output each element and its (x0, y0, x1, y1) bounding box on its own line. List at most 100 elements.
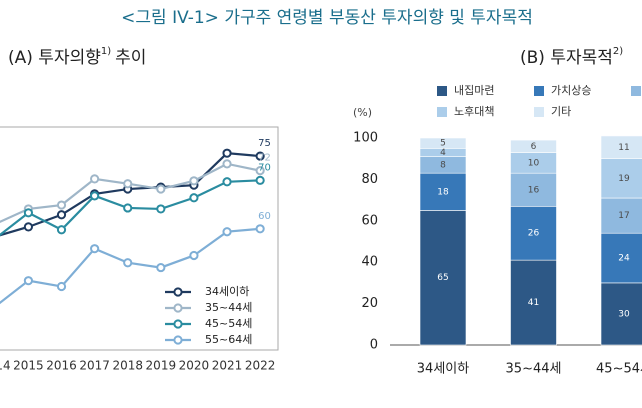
value-label: 6 (531, 142, 537, 152)
value-label: 26 (528, 229, 540, 239)
x-tick-label: 2021 (212, 359, 243, 373)
x-tick-label: 2022 (245, 359, 276, 373)
subtitle-a-suffix: 추이 (115, 48, 146, 68)
value-label: 4 (440, 148, 446, 158)
bar-segment (600, 232, 642, 284)
bar-segment (510, 206, 557, 261)
y-tick-label: 0 (370, 338, 378, 353)
legend-swatch (437, 107, 447, 117)
point (222, 177, 232, 187)
y-tick-label: 60 (361, 213, 378, 228)
bar-segment (600, 135, 642, 159)
legend-label: 55~64세 (205, 333, 252, 346)
point (222, 227, 232, 237)
value-label: 8 (440, 160, 446, 170)
x-tick-label: 2019 (146, 359, 177, 373)
bar-segment (600, 282, 642, 346)
point (23, 276, 34, 286)
value-label: 30 (618, 309, 630, 319)
point (56, 210, 67, 220)
point (123, 179, 133, 189)
value-label: 60 (258, 211, 271, 222)
value-label: 70 (258, 162, 271, 173)
legend-swatch (534, 86, 544, 96)
subtitle-b: (B) 투자목적2) (520, 46, 623, 68)
x-tick-label: 2018 (112, 359, 143, 373)
page-title: <그림 IV-1> 가구주 연령별 부동산 투자의향 및 투자목적 (121, 8, 533, 28)
point (156, 204, 166, 214)
bar-segment (510, 139, 557, 153)
point (156, 262, 166, 273)
legend-swatch (437, 86, 447, 96)
bar-segment (600, 158, 642, 199)
value-label: 65 (437, 273, 448, 283)
subtitle-b-note: 2) (613, 46, 623, 57)
x-tick-label: 2015 (13, 359, 44, 373)
bar-segment (600, 197, 642, 234)
x-tick-label: 45~54세 (596, 362, 642, 377)
x-tick-label: 2017 (79, 359, 110, 373)
legend-label: 35~44세 (205, 301, 252, 314)
point (56, 281, 67, 292)
value-label: 18 (437, 187, 449, 197)
bar-segment (510, 172, 557, 207)
point (189, 250, 199, 261)
value-label: 75 (258, 138, 271, 149)
x-tick-label: 35~44세 (506, 362, 562, 377)
value-label: 19 (618, 174, 630, 184)
legend-swatch (534, 107, 544, 117)
y-tick-label: 80 (361, 172, 378, 187)
x-tick-label: 2016 (46, 359, 77, 373)
value-label: 16 (528, 185, 540, 195)
x-tick-label: 34세이하 (417, 362, 469, 377)
point (189, 176, 199, 186)
series-line (0, 162, 261, 224)
point (255, 175, 265, 185)
y-axis-label: (%) (353, 106, 372, 119)
legend-label: 노후대책 (454, 105, 494, 118)
legend-label: 34세이하 (205, 284, 249, 298)
value-label: 72 (258, 153, 271, 164)
x-tick-label: 2014 (0, 359, 11, 373)
value-label: 10 (528, 158, 540, 168)
legend-swatch (631, 86, 641, 96)
point (23, 208, 34, 218)
point (123, 203, 133, 213)
legend-label: 가치상승 (551, 84, 591, 97)
value-label: 41 (528, 298, 539, 308)
bar-segment (419, 172, 467, 211)
point (255, 166, 265, 176)
legend-marker (173, 319, 183, 329)
value-label: 17 (618, 211, 629, 221)
plot-frame (0, 126, 279, 351)
legend-marker (173, 287, 183, 297)
legend-marker (173, 303, 183, 313)
subtitle-b-label: (B) 투자목적 (520, 48, 613, 68)
point (156, 184, 166, 194)
point (56, 200, 67, 210)
y-tick-label: 40 (361, 255, 378, 270)
point (90, 244, 100, 254)
point (222, 159, 232, 169)
legend-marker (173, 335, 183, 345)
value-label: 5 (440, 139, 446, 149)
point (90, 191, 100, 201)
point (23, 222, 34, 232)
bar-segment (510, 259, 557, 346)
value-label: 24 (618, 254, 630, 264)
point (222, 148, 232, 158)
legend-label: 내집마련 (454, 84, 494, 97)
y-tick-label: 100 (353, 131, 378, 146)
subtitle-a-label: (A) 투자의향 (8, 48, 101, 68)
point (56, 225, 67, 235)
point (189, 193, 199, 203)
x-tick-label: 2020 (179, 359, 210, 373)
y-tick-label: 20 (361, 296, 378, 311)
legend-label: 45~54세 (205, 317, 252, 330)
legend-label: 기타 (551, 105, 571, 118)
subtitle-a-note: 1) (101, 46, 111, 57)
subtitle-a: (A) 투자의향1) 추이 (8, 46, 146, 68)
point (90, 174, 100, 184)
point (255, 151, 265, 161)
